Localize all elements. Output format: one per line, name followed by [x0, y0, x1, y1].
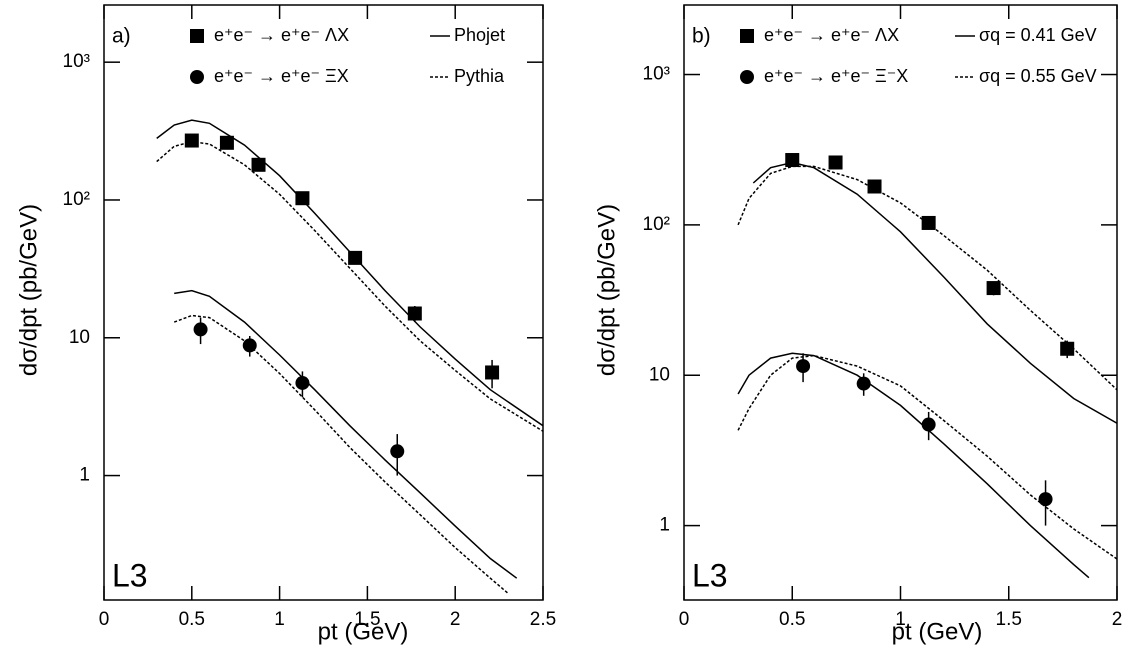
data-point [867, 179, 882, 194]
y-axis-label: dσ/dpt (pb/GeV) [593, 204, 620, 376]
x-axis-label: pt (GeV) [318, 618, 409, 645]
curve [737, 165, 1117, 391]
panel: 0 0.5 1 1.5 2 2.5 1 10 10² 10³ pt (GeV) dσ/dpt (pb/… [15, 4, 556, 645]
x-tick-label: 0.5 [179, 609, 205, 630]
data-point [295, 191, 310, 206]
legend-marker [190, 29, 204, 43]
data-point [193, 322, 208, 337]
legend-label: Phojet [454, 25, 505, 45]
x-tick-label: 0 [99, 609, 110, 630]
panel-label: a) [112, 25, 131, 48]
y-tick-label: 10 [649, 364, 670, 385]
data-point [390, 444, 405, 459]
plot-area [156, 119, 543, 594]
panel-label: b) [692, 25, 711, 48]
legend-label: e⁺e⁻ → e⁺e⁻ ΞX [214, 66, 349, 86]
legend-label: e⁺e⁻ → e⁺e⁻ ΛX [214, 25, 349, 45]
curve [737, 354, 1117, 560]
data-point [785, 153, 800, 168]
data-point [485, 365, 500, 380]
curve [174, 289, 518, 579]
data-point [219, 135, 234, 150]
y-tick-label: 10³ [643, 64, 670, 85]
legend-label: e⁺e⁻ → e⁺e⁻ ΛX [764, 25, 899, 45]
data-point [184, 133, 199, 148]
data-point [796, 359, 811, 374]
data-point [921, 215, 936, 230]
y-tick-label: 1 [659, 515, 670, 536]
y-tick-label: 1 [79, 465, 90, 486]
plot-area [737, 153, 1117, 579]
data-point [407, 306, 422, 321]
legend-label: σq = 0.41 GeV [979, 25, 1097, 45]
x-tick-label: 1 [895, 609, 906, 630]
curve [752, 161, 1117, 424]
legend-label: Pythia [454, 66, 505, 86]
x-tick-label: 1.5 [354, 609, 380, 630]
legend-marker [740, 70, 754, 84]
x-tick-label: 1 [274, 609, 285, 630]
data-point [295, 375, 310, 390]
data-point [856, 376, 871, 391]
data-point [1038, 492, 1053, 507]
x-tick-label: 0 [679, 609, 690, 630]
panel: 0 0.5 1 1.5 2 1 10 10² 10³ pt (GeV) dσ/dpt (pb/GeV… [593, 4, 1123, 645]
x-tick-label: 2 [450, 609, 461, 630]
experiment-label: L3 [112, 557, 148, 593]
plot-frame [103, 4, 544, 601]
plot-frame [683, 4, 1118, 601]
data-point [828, 155, 843, 170]
legend-label: e⁺e⁻ → e⁺e⁻ Ξ⁻X [764, 66, 908, 86]
x-axis-label: pt (GeV) [892, 618, 983, 645]
curve [737, 352, 1090, 579]
y-tick-label: 10³ [63, 51, 90, 72]
y-tick-label: 10 [69, 327, 90, 348]
curve [173, 314, 509, 594]
y-axis-label: dσ/dpt (pb/GeV) [15, 204, 42, 376]
y-tick-label: 10² [643, 214, 670, 235]
data-point [1060, 341, 1075, 356]
x-tick-label: 0.5 [779, 609, 805, 630]
curve [156, 140, 543, 432]
y-tick-label: 10² [63, 189, 90, 210]
experiment-label: L3 [692, 557, 728, 593]
x-tick-label: 1.5 [996, 609, 1022, 630]
legend-label: σq = 0.55 GeV [979, 66, 1097, 86]
data-point [251, 157, 266, 172]
data-point [986, 281, 1001, 296]
curve [156, 119, 543, 427]
legend-marker [740, 29, 754, 43]
x-tick-label: 2.5 [530, 609, 556, 630]
x-tick-label: 2 [1112, 609, 1123, 630]
legend-marker [190, 70, 204, 84]
